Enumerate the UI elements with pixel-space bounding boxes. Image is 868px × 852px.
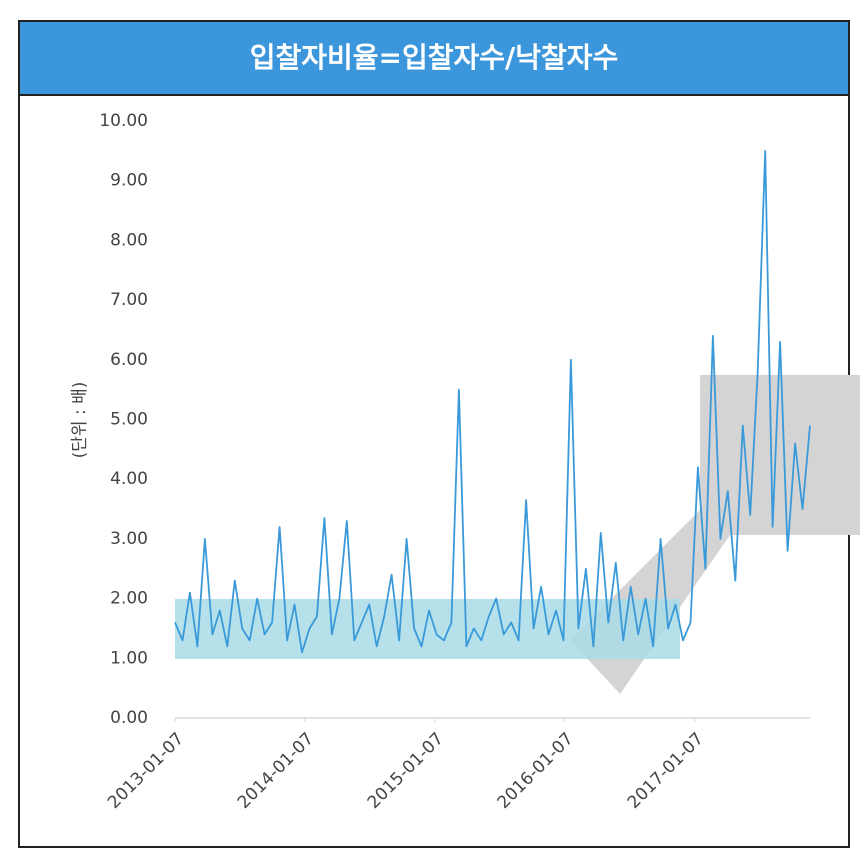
y-axis-label: (단위 : 배) — [70, 382, 90, 459]
chart-title: 입찰자비율=입찰자수/낙찰자수 — [250, 41, 619, 74]
y-tick-label: 0.00 — [110, 708, 148, 728]
y-tick-label: 10.00 — [99, 111, 148, 131]
y-tick-label: 4.00 — [110, 469, 148, 489]
y-tick-label: 9.00 — [110, 171, 148, 191]
title-bar — [18, 20, 850, 96]
y-tick-label: 7.00 — [110, 290, 148, 310]
y-tick-label: 3.00 — [110, 529, 148, 549]
data-line — [174, 150, 811, 654]
y-tick-label: 1.00 — [110, 648, 148, 668]
range-band — [175, 599, 680, 659]
y-tick-label: 6.00 — [110, 350, 148, 370]
y-tick-label: 5.00 — [110, 410, 148, 430]
y-tick-label: 2.00 — [110, 589, 148, 609]
y-tick-label: 8.00 — [110, 230, 148, 250]
